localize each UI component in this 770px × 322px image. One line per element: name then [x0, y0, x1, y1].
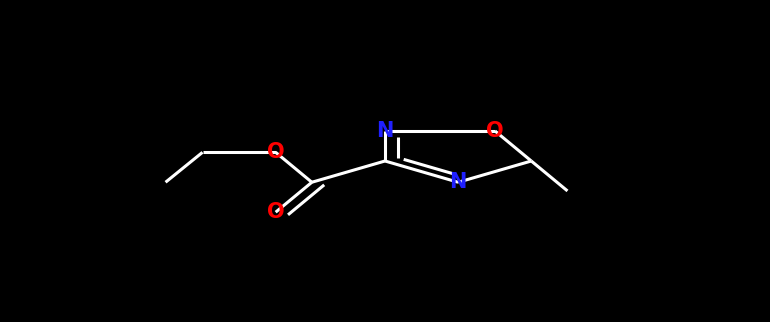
- Text: O: O: [267, 142, 284, 162]
- Text: O: O: [487, 121, 504, 141]
- Text: N: N: [450, 172, 467, 192]
- Text: O: O: [267, 202, 284, 222]
- Text: N: N: [377, 121, 393, 141]
